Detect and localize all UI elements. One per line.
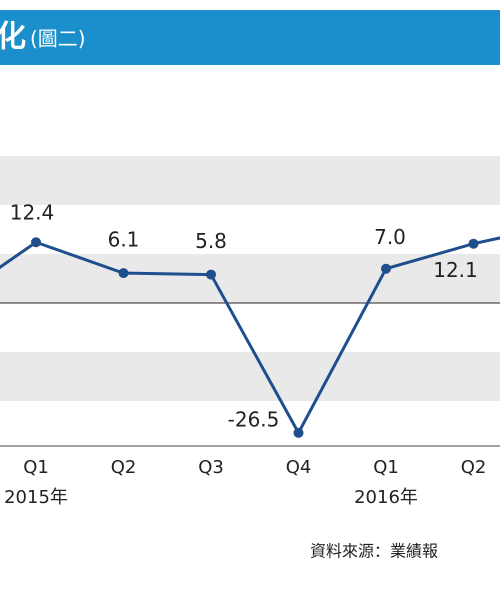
bands <box>0 156 500 401</box>
source-note: 資料來源：業績報 <box>310 542 438 561</box>
data-label: -26.5 <box>228 407 280 431</box>
data-label: 6.1 <box>108 228 140 252</box>
year-label: 2016年 <box>354 487 418 508</box>
chart-subtitle: (圖二) <box>30 27 86 51</box>
chart-title: 化 <box>0 20 26 55</box>
band <box>0 156 500 205</box>
data-label: 5.8 <box>195 229 227 253</box>
x-tick-label: Q2 <box>461 457 487 478</box>
x-tick-label: Q2 <box>111 457 137 478</box>
year-label: 2015年 <box>4 487 68 508</box>
header-bar <box>0 10 500 65</box>
x-tick-label: Q4 <box>286 457 312 478</box>
x-tick-label: Q1 <box>23 457 49 478</box>
data-point <box>118 268 129 279</box>
band <box>0 352 500 401</box>
series-line <box>0 236 500 436</box>
data-label: 7.0 <box>374 225 406 249</box>
data-point <box>381 263 391 274</box>
data-label: 12.4 <box>10 201 55 225</box>
data-label: 12.1 <box>433 258 478 282</box>
data-point <box>468 238 479 249</box>
x-tick-label: Q1 <box>373 457 399 478</box>
data-point <box>293 427 304 438</box>
band <box>0 254 500 303</box>
data-point <box>31 237 41 248</box>
x-tick-label: Q3 <box>198 457 224 478</box>
data-point <box>206 269 216 280</box>
